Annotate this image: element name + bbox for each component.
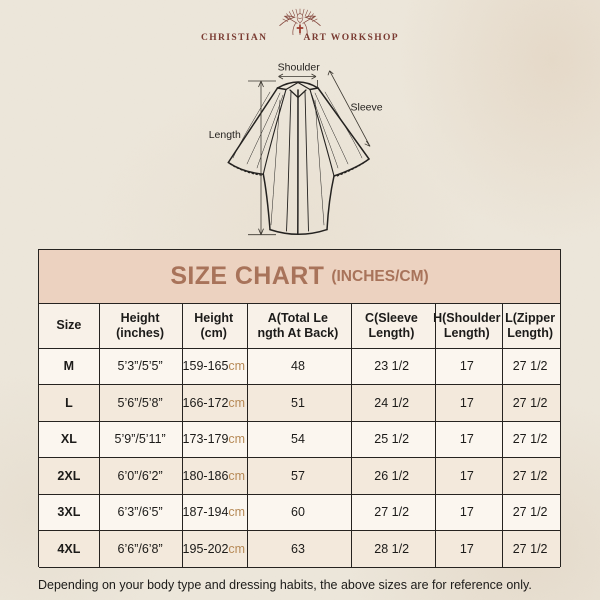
svg-text:Sleeve: Sleeve <box>351 102 383 114</box>
svg-text:Length: Length <box>209 129 241 141</box>
svg-text:Shoulder: Shoulder <box>278 62 321 74</box>
